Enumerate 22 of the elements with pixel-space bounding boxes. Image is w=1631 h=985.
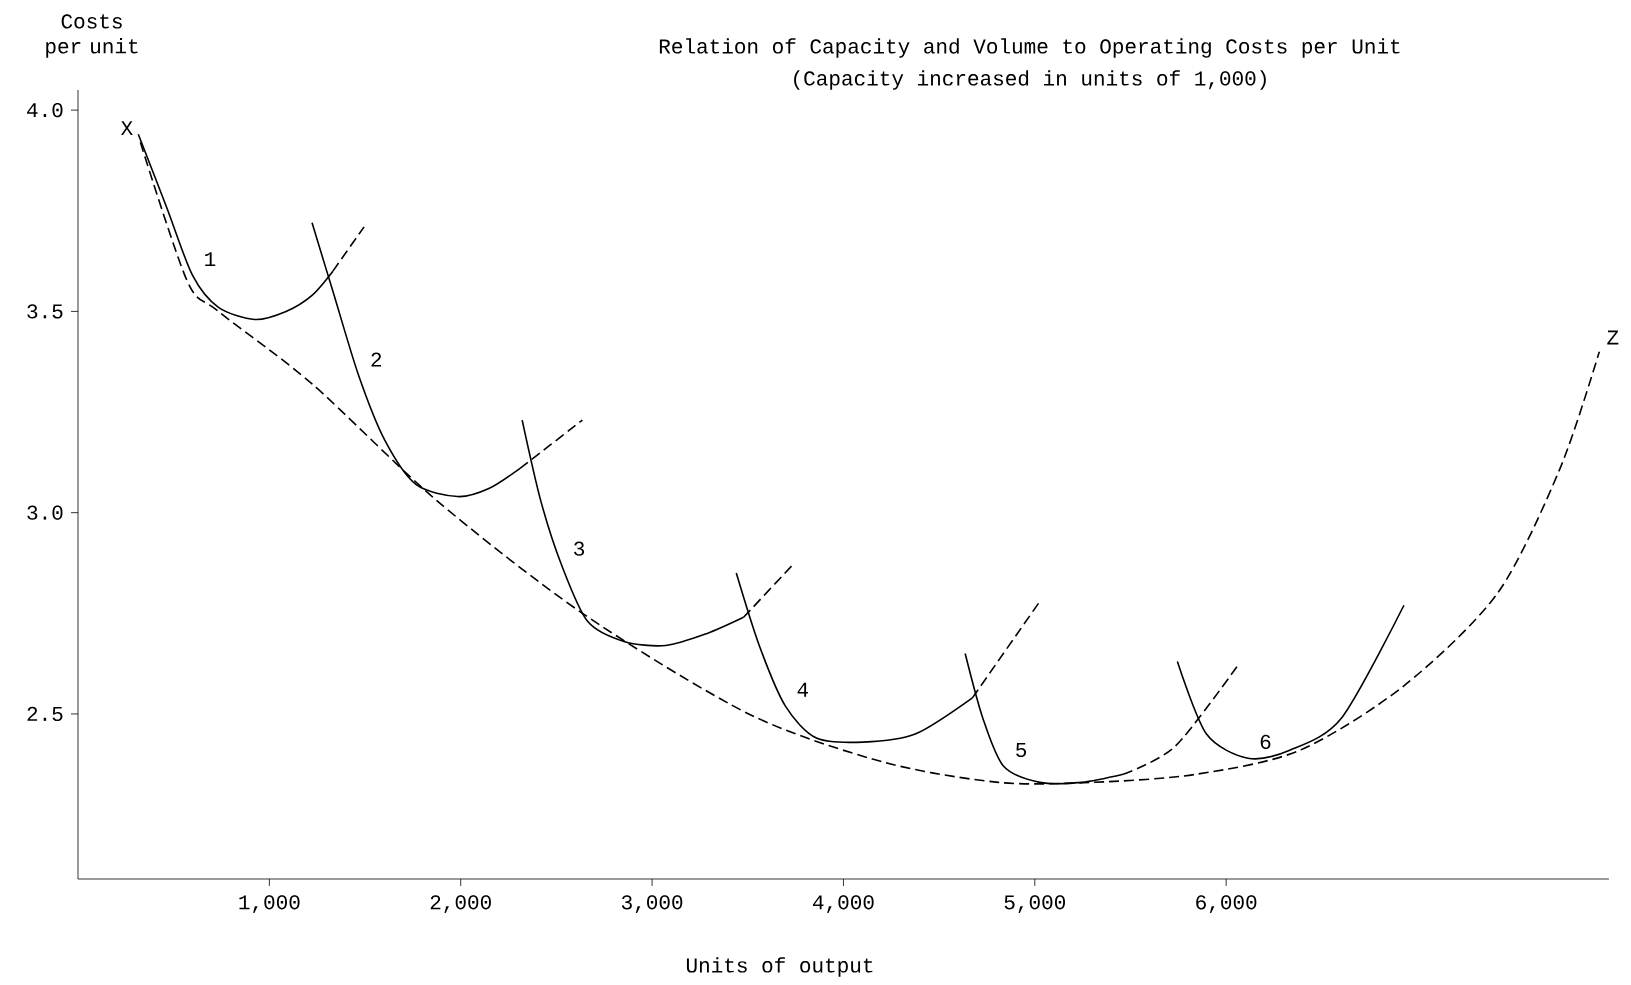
series-label: 4 [797,682,809,697]
series-label: 6 [1260,734,1271,750]
y-tick-label: 3.0 [27,505,63,520]
annotation: Z [1607,330,1619,345]
chart-title: Relation of Capacity and Volume to Operating Costs per Unit [659,38,1400,58]
series-label: 3 [574,541,585,556]
x-tick-label: 1,000 [239,895,300,913]
y-tick-label: 3.5 [27,304,63,319]
chart-subtitle: (Capacity increased in units of 1,000) [794,70,1266,90]
y-axis-title: Costs per unit [46,14,138,58]
y-tick-label: 2.5 [27,706,63,722]
series-label: 2 [371,352,382,367]
y-tick-label: 4.0 [27,102,63,118]
x-axis-title: Units of output [686,957,873,977]
x-tick-label: 6,000 [1196,895,1257,913]
x-tick-label: 2,000 [430,895,491,913]
x-tick-label: 3,000 [621,895,683,913]
series-label: 1 [205,252,216,266]
series-label: 5 [1016,743,1027,758]
x-tick-label: 4,000 [813,895,874,913]
x-tick-label: 5,000 [1004,895,1066,913]
annotation: X [120,121,133,136]
